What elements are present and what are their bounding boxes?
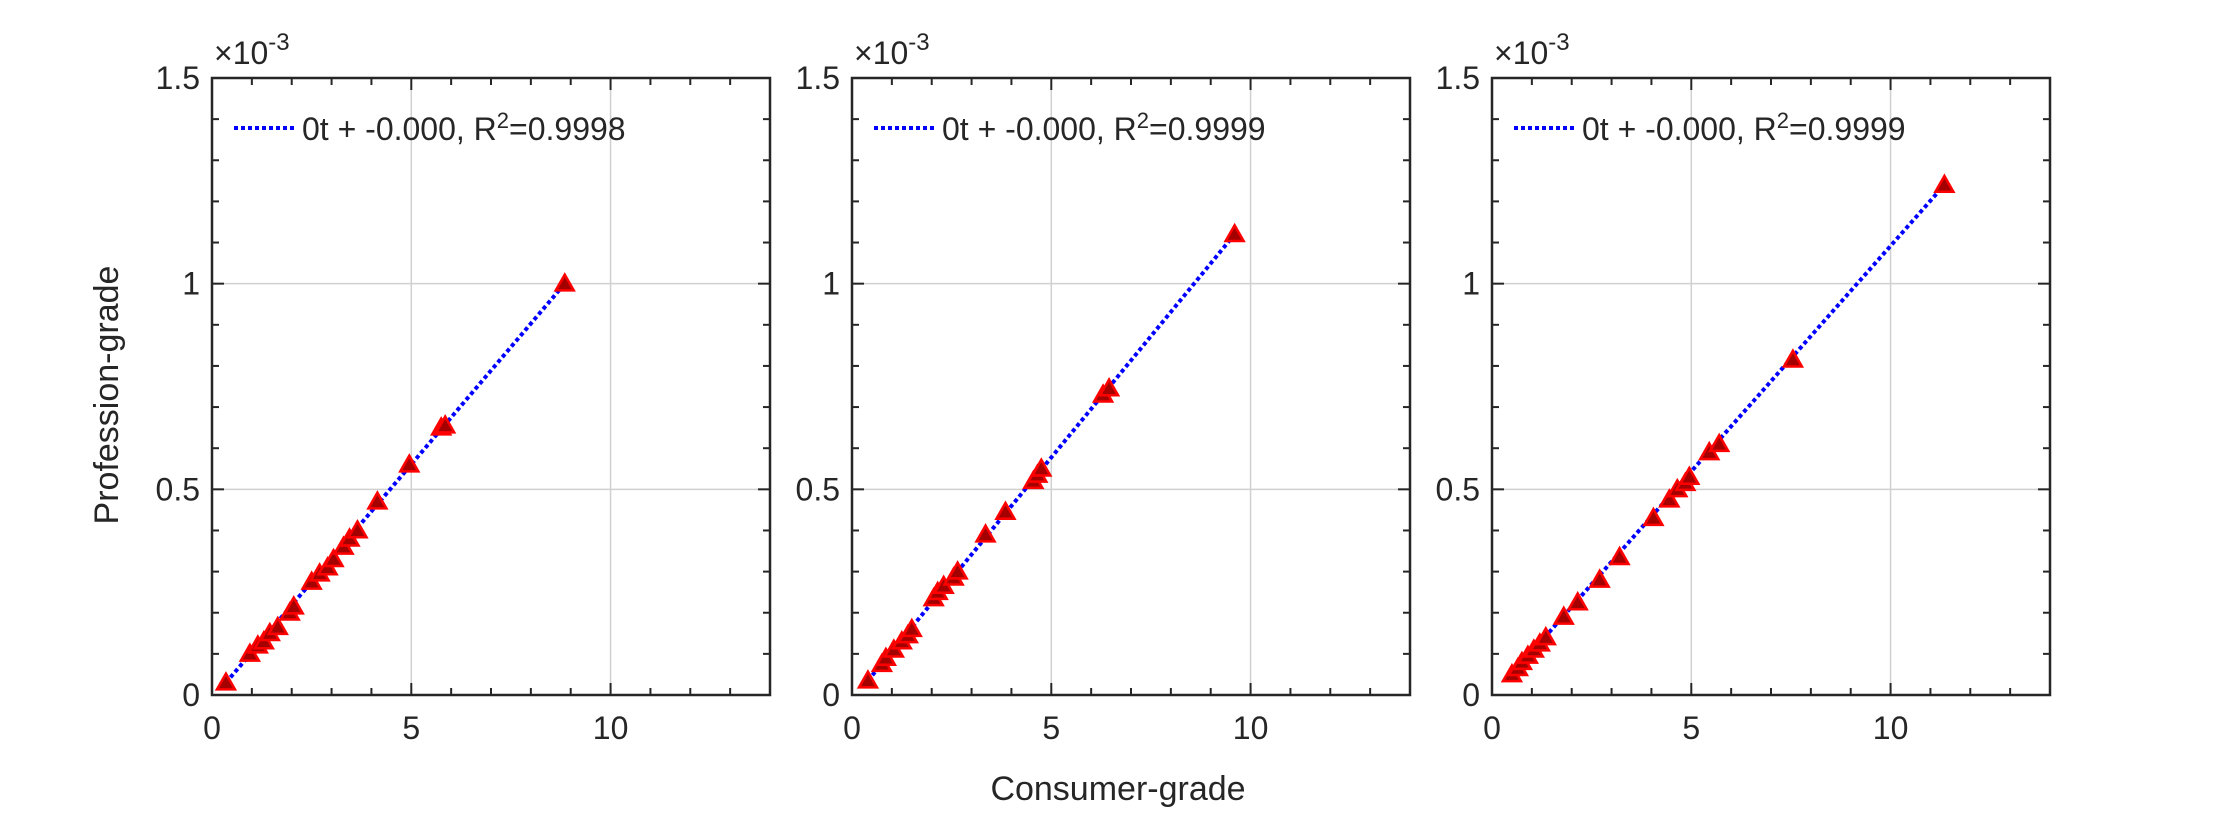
data-point [1708,432,1731,453]
y-tick-label: 1 [822,266,840,302]
fit-line [866,233,1237,682]
y-tick-label: 1.5 [796,60,840,96]
axes-box [210,76,772,697]
x-tick-label: 10 [1233,710,1269,746]
data-point [266,615,289,636]
data-point [1608,545,1631,566]
y-tick-label: 0.5 [156,471,200,507]
data-point [1566,590,1589,611]
legend: 0t + -0.000, R2=0.9998 [234,108,626,147]
data-point [1933,173,1956,193]
legend-text-value: =0.9998 [509,111,626,147]
x-tick-label: 5 [1042,710,1060,746]
y-tick-label: 0 [1462,677,1480,713]
legend-text-main: 0t + -0.000, R [1582,111,1777,147]
legend-text-sup: 2 [1137,108,1149,133]
y-tick-label: 0.5 [796,471,840,507]
legend-text-value: =0.9999 [1789,111,1906,147]
x-tick-label: 5 [402,710,420,746]
y-tick-label: 1.5 [156,60,200,96]
y-exponent-label: ×10-3 [854,29,930,71]
y-exponent-power: -3 [268,29,289,56]
legend-label: 0t + -0.000, R2=0.9999 [1582,108,1906,147]
panel-3: 0 5 10 0 0.5 1 1.5 ×10-3 0t + -0.000, R2=0.9999 [1436,29,2052,746]
y-exponent-label: ×10-3 [1494,29,1570,71]
legend-label: 0t + -0.000, R2=0.9998 [302,108,626,147]
y-tick-label: 1 [182,266,200,302]
legend-text-value: =0.9999 [1149,111,1266,147]
y-tick-label: 0 [182,677,200,713]
x-tick-label: 5 [1682,710,1700,746]
legend: 0t + -0.000, R2=0.9999 [1514,108,1906,147]
x-tick-label: 10 [593,710,629,746]
axes-box [850,76,1412,697]
data-point [322,547,345,568]
data-point [398,453,421,473]
y-exponent-power: -3 [908,29,929,56]
legend: 0t + -0.000, R2=0.9999 [874,108,1266,147]
fit-line [1510,183,1946,676]
y-exponent-base: ×10 [214,35,268,71]
data-point [366,490,389,510]
x-tick-label: 10 [1873,710,1909,746]
data-point [553,272,576,292]
x-tick-label: 0 [843,710,861,746]
y-tick-label: 1.5 [1436,60,1480,96]
y-exponent-label: ×10-3 [214,29,290,71]
data-point [1642,506,1665,527]
legend-text-sup: 2 [497,108,509,133]
data-point [1030,457,1053,477]
data-point [214,671,238,691]
data-point [1097,377,1121,397]
data-point [946,560,969,580]
legend-text-main: 0t + -0.000, R [942,111,1137,147]
data-point [1223,222,1246,243]
data-point [1588,568,1611,588]
y-tick-label: 0.5 [1436,471,1480,507]
x-tick-label: 0 [203,710,221,746]
panel-2: 0 5 10 0 0.5 1 1.5 ×10-3 0t + -0.000, R2=0.9999 [796,29,1412,746]
y-exponent-base: ×10 [854,35,908,71]
y-axis-title: Profession-grade [88,266,126,525]
panel-1: 0 5 10 0 0.5 1 1.5 ×10-3 0t + -0.000, R2=0.9998 [156,29,772,746]
legend-label: 0t + -0.000, R2=0.9999 [942,108,1266,147]
data-point [994,500,1017,520]
data-point [900,617,923,638]
legend-text-main: 0t + -0.000, R [302,111,497,147]
data-point [1658,488,1681,508]
axes-box [1490,76,2052,697]
data-point [282,595,305,615]
data-point [1781,348,1805,368]
data-point [1534,625,1557,646]
x-tick-label: 0 [1483,710,1501,746]
legend-text-sup: 2 [1777,108,1789,133]
data-point [1678,465,1701,485]
data-point [974,523,997,543]
data-point [346,518,369,539]
data-point [856,669,880,689]
data-point [1552,605,1575,625]
y-tick-label: 0 [822,677,840,713]
y-exponent-base: ×10 [1494,35,1548,71]
x-axis-title: Consumer-grade [990,770,1245,808]
y-exponent-power: -3 [1548,29,1569,56]
y-tick-label: 1 [1462,266,1480,302]
data-point [434,414,457,434]
